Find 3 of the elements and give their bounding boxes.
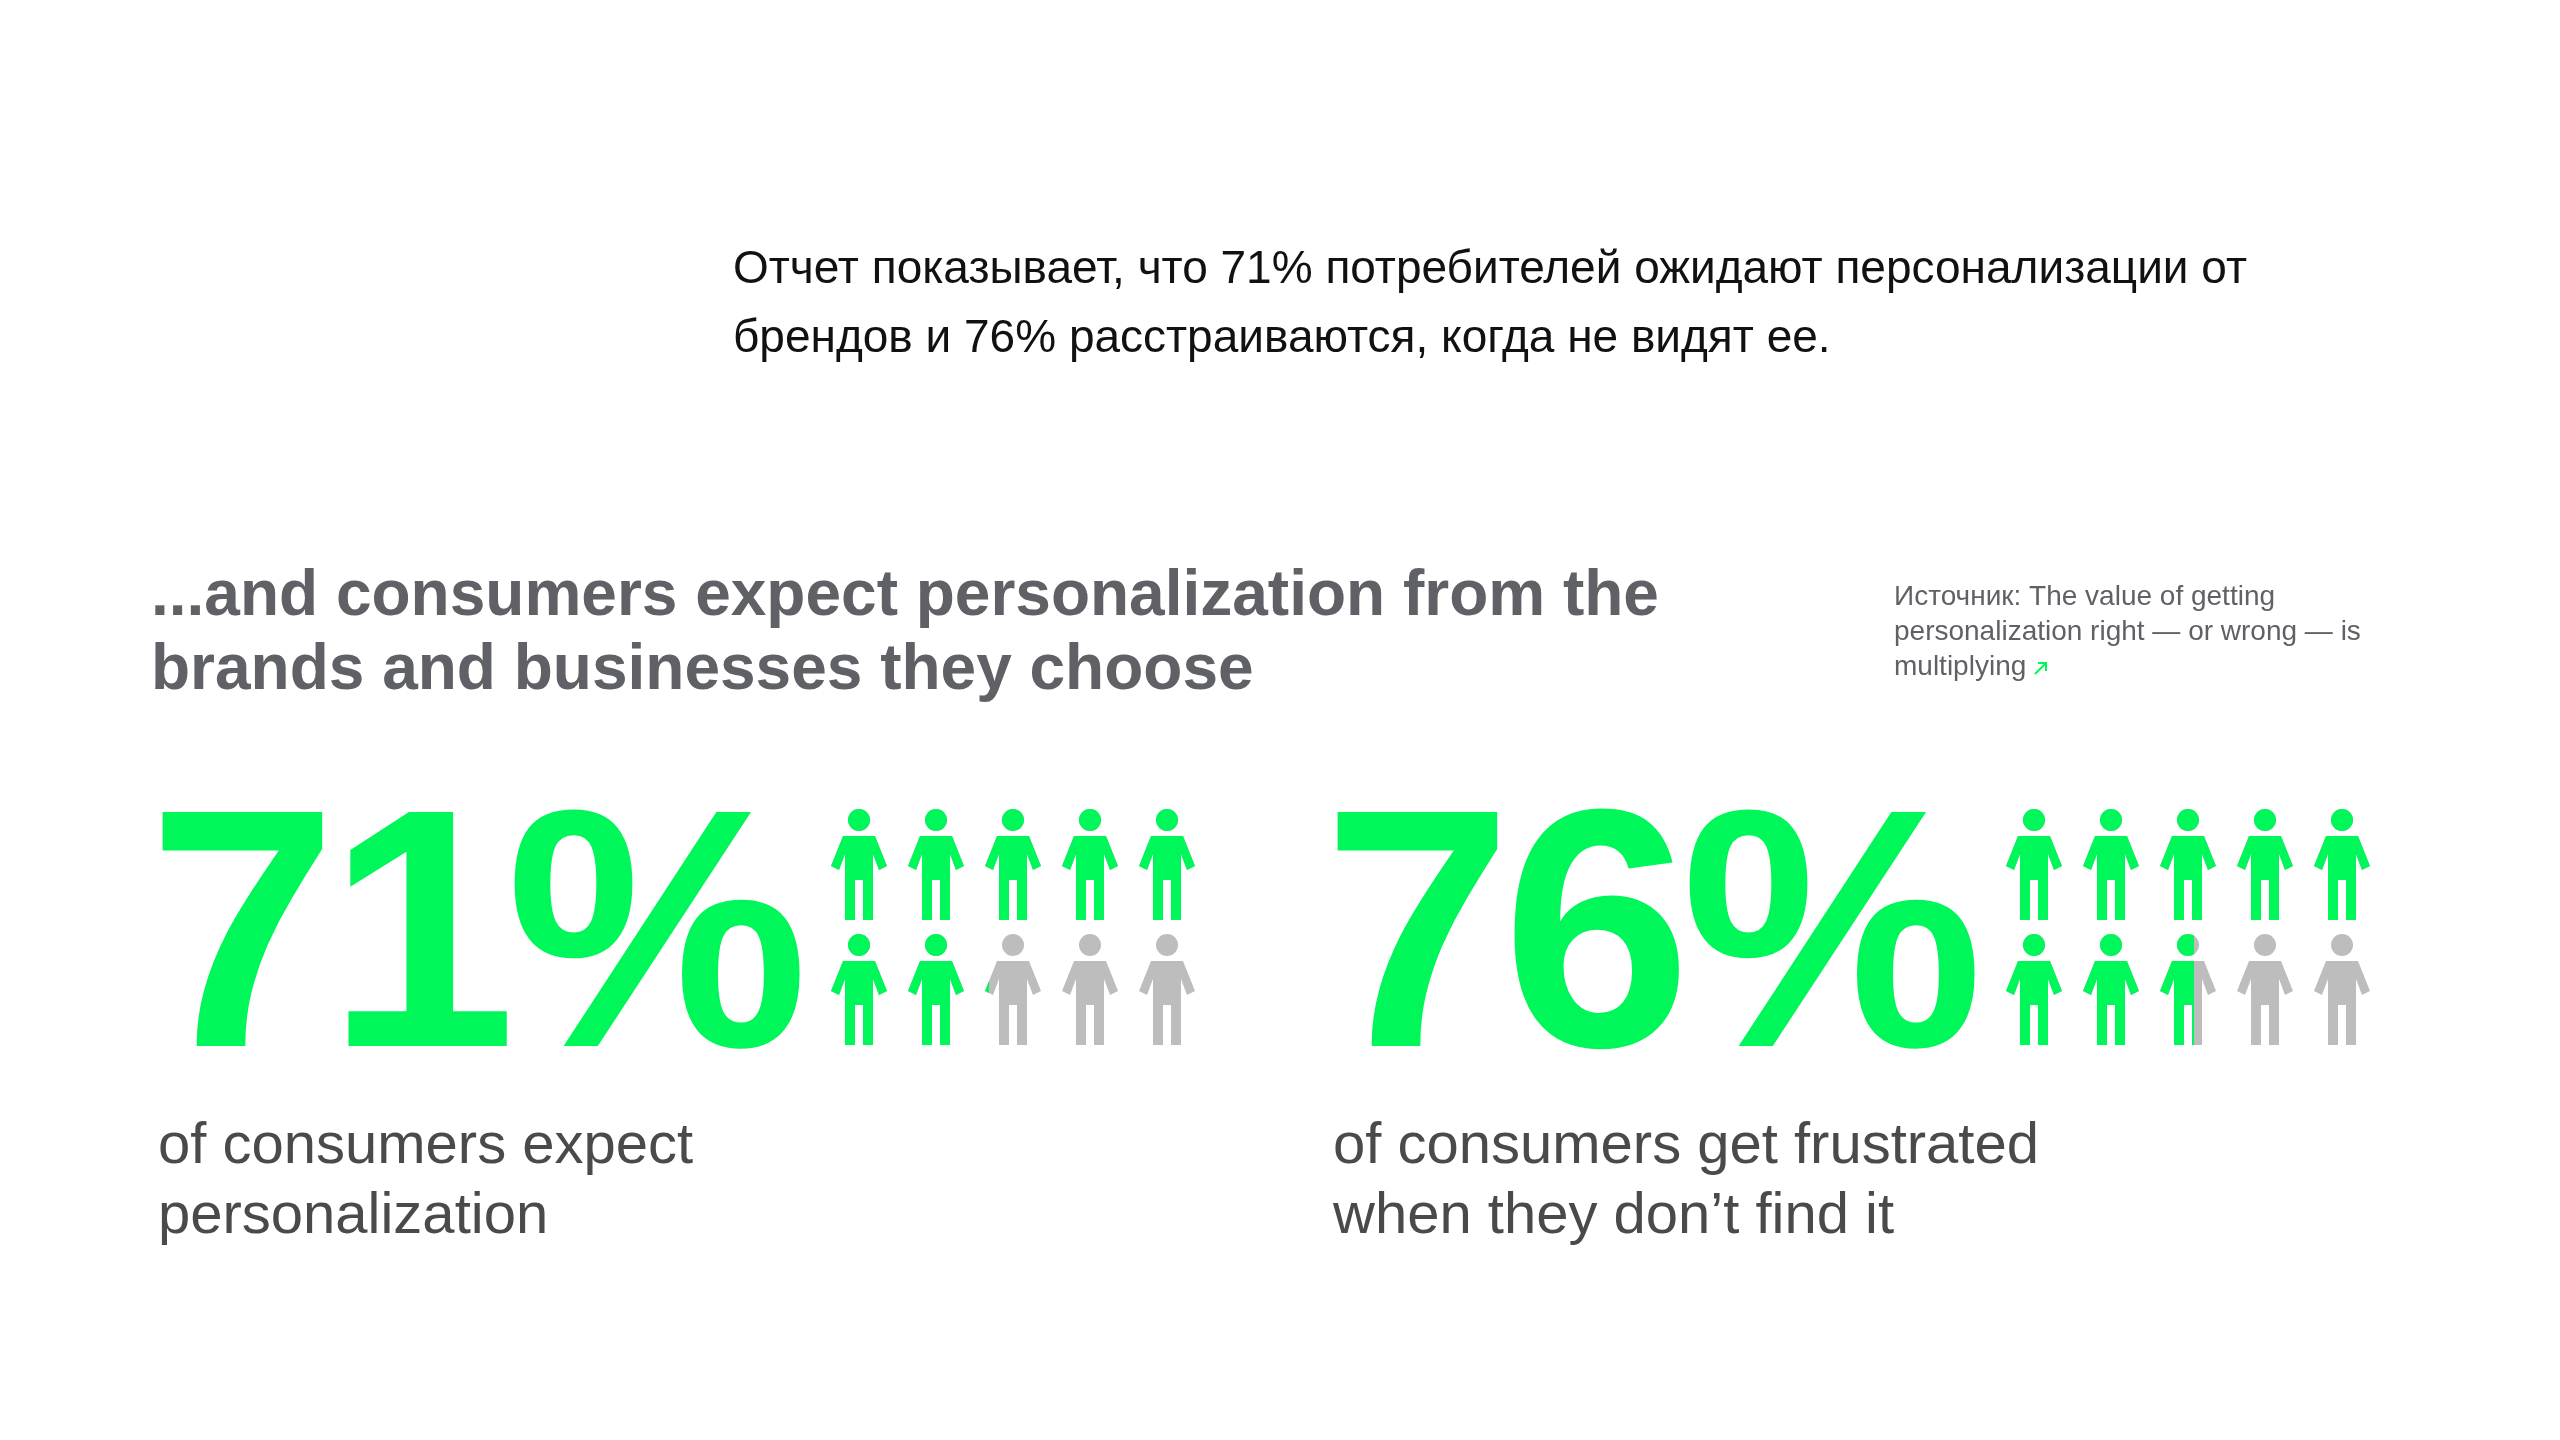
text: Отчет показывает, что 71% потребителей ожидают персонализации от брендов и 76% расстраиваются, когда не видят ее.	[733, 240, 2248, 364]
text: Источник: The value of getting personalization right — or wrong — is multiplying	[1894, 580, 2361, 681]
text: ...and consumers expect personalization from the brands and businesses they choose	[151, 556, 1660, 704]
